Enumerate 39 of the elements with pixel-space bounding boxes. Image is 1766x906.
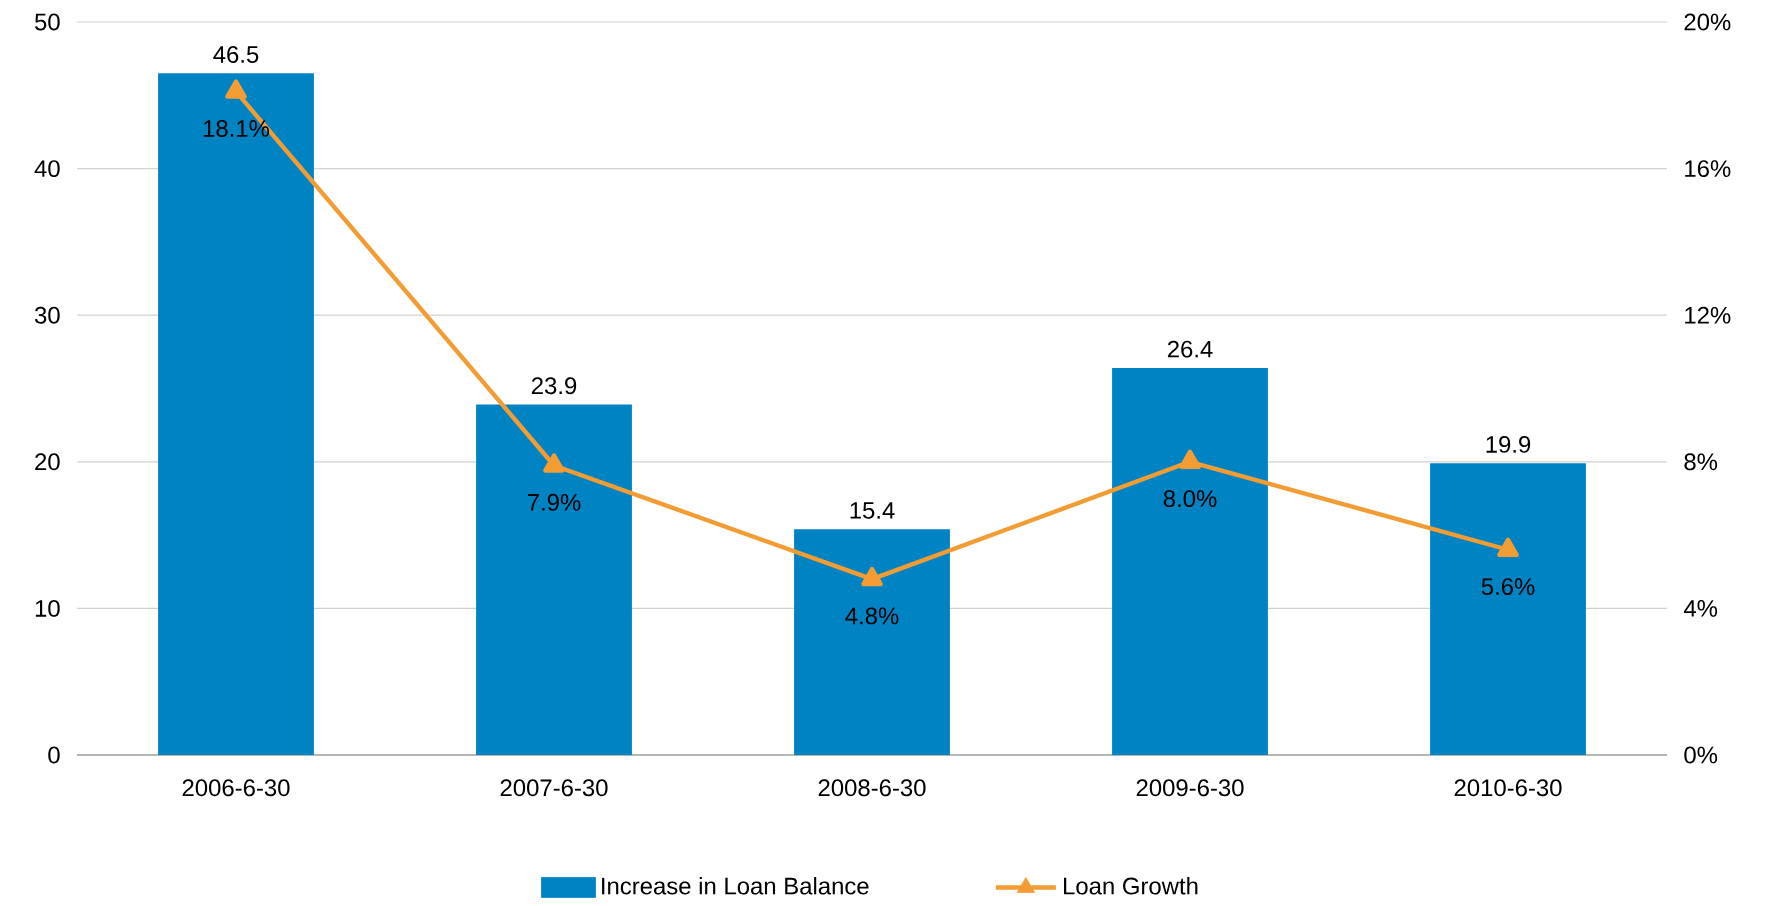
bar [1112, 368, 1268, 756]
y-tick-label: 20 [35, 453, 60, 471]
y2-tick-label: 20% [1684, 13, 1731, 31]
y-tick-label: 30 [34, 306, 60, 324]
x-tick-label: 2010-6-30 [1454, 779, 1562, 797]
data-label: 18.1% [203, 120, 270, 137]
point [225, 79, 247, 99]
data-label: 46.5 [213, 46, 259, 63]
bar [476, 404, 632, 756]
x-tick-label: 2007-6-30 [500, 779, 608, 797]
data-label: 15.4 [850, 502, 895, 519]
data-label: 8.0% [1163, 490, 1217, 508]
data-label: 23.9 [531, 377, 577, 395]
y-tick-label: 40 [34, 160, 60, 178]
y-tick-label: 0 [48, 746, 60, 764]
y2-tick-label: 12% [1685, 306, 1731, 324]
point [1497, 537, 1519, 557]
bar [158, 73, 314, 756]
legend-label: Loan Growth [1064, 877, 1198, 895]
y-tick-label: 10 [35, 600, 60, 617]
point [543, 453, 565, 473]
data-label: 5.6% [1481, 578, 1535, 596]
x-tick-label: 2008-6-30 [818, 779, 926, 797]
point [861, 566, 883, 587]
x-tick-label: 2009-6-30 [1136, 779, 1244, 797]
data-label: 4.8% [845, 607, 899, 625]
y-tick-label: 50 [35, 13, 60, 31]
y2-tick-label: 0% [1684, 746, 1718, 764]
x-tick-label: 2006-6-30 [182, 779, 290, 797]
legend-label: Increase in Loan Balance [602, 877, 869, 895]
point [1179, 449, 1201, 470]
bar [1430, 463, 1586, 756]
data-label: 19.9 [1486, 436, 1531, 453]
data-label: 7.9% [527, 493, 581, 511]
y2-tick-label: 16% [1685, 160, 1731, 178]
y2-tick-label: 8% [1684, 453, 1718, 471]
data-label: 26.4 [1167, 340, 1213, 358]
bar [794, 529, 950, 756]
y2-tick-label: 4% [1683, 600, 1718, 617]
